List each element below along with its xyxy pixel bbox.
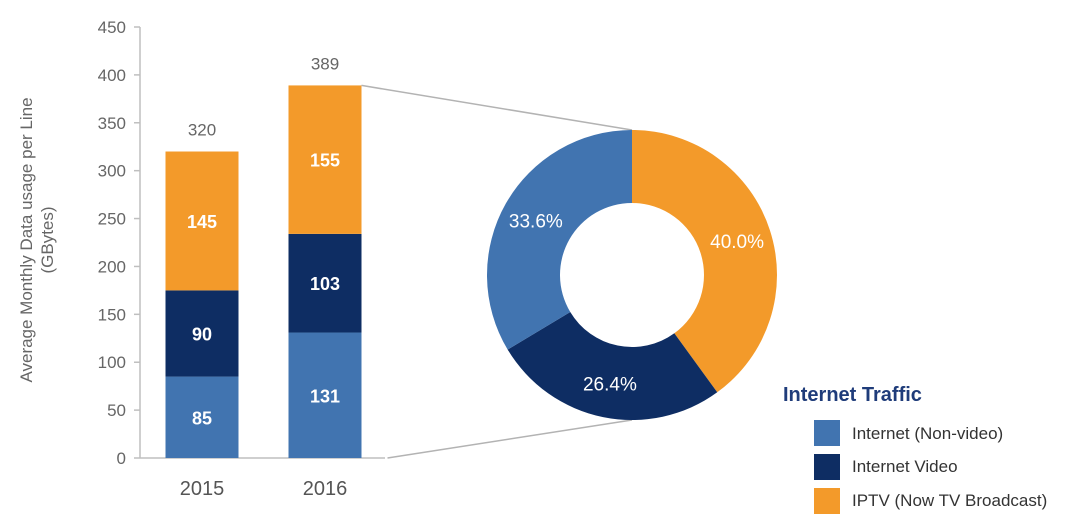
bar-value-label: 131 — [310, 386, 340, 406]
bar-total-label: 320 — [188, 121, 216, 140]
x-tick-label: 2016 — [303, 478, 348, 500]
donut-value-label: 33.6% — [509, 212, 563, 233]
y-axis-label-line-2: (GBytes) — [38, 206, 57, 273]
donut-slice-video — [507, 312, 718, 420]
bar-segment-non-video-2015 — [165, 376, 239, 458]
bar-segment-iptv-2015 — [165, 151, 239, 291]
legend: Internet Traffic Internet (Non-video) In… — [783, 384, 1047, 514]
y-tick-label: 0 — [117, 449, 126, 468]
donut-chart: 40.0% 26.4% 33.6% — [487, 130, 777, 420]
y-tick-label: 400 — [98, 66, 126, 85]
donut-slice-iptv — [632, 130, 777, 393]
bar-value-label: 145 — [187, 212, 217, 232]
y-tick-label: 450 — [98, 18, 126, 37]
donut-value-label: 26.4% — [583, 374, 637, 395]
bar-segment-video-2016 — [288, 233, 362, 333]
y-tick-label: 250 — [98, 210, 126, 229]
bar-segment-video-2015 — [165, 290, 239, 377]
connector-line-bottom — [387, 419, 633, 459]
y-tick-label: 150 — [98, 305, 126, 324]
y-tick-label: 350 — [98, 114, 126, 133]
bar-value-label: 90 — [192, 324, 212, 344]
bar-value-label: 85 — [192, 408, 212, 428]
legend-swatch-iptv — [814, 488, 840, 514]
y-tick-label: 300 — [98, 162, 126, 181]
bar-value-label: 103 — [310, 274, 340, 294]
legend-title: Internet Traffic — [783, 384, 922, 406]
donut-value-label: 40.0% — [710, 232, 764, 253]
bar-total-label: 389 — [311, 54, 339, 73]
y-axis-ticks: 0 50 100 150 200 250 300 350 400 450 — [98, 18, 141, 468]
y-tick-label: 50 — [107, 401, 126, 420]
legend-label-video: Internet Video — [852, 457, 958, 476]
connector-line-top — [361, 84, 633, 131]
y-tick-label: 100 — [98, 353, 126, 372]
bar-segment-non-video-2016 — [288, 332, 362, 458]
bar-segment-iptv-2016 — [288, 85, 362, 234]
bars: 85 90 145 320 2015 131 103 155 389 2016 — [140, 54, 385, 500]
legend-label-non-video: Internet (Non-video) — [852, 424, 1003, 443]
x-tick-label: 2015 — [180, 478, 225, 500]
connector-lines — [361, 84, 633, 459]
donut-slice-non-video — [487, 130, 632, 350]
y-axis-label-line-1: Average Monthly Data usage per Line — [17, 97, 36, 382]
legend-swatch-non-video — [814, 420, 840, 446]
y-axis-label: Average Monthly Data usage per Line (GBy… — [17, 97, 57, 382]
legend-swatch-video — [814, 454, 840, 480]
y-tick-label: 200 — [98, 257, 126, 276]
bar-value-label: 155 — [310, 151, 340, 171]
legend-label-iptv: IPTV (Now TV Broadcast) — [852, 491, 1047, 510]
